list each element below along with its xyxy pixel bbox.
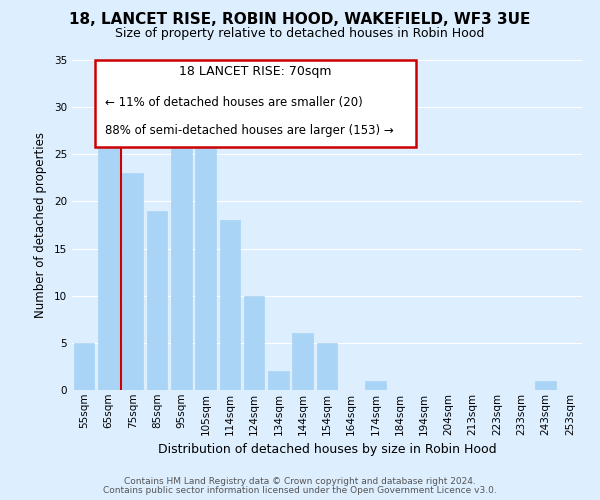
Text: 18 LANCET RISE: 70sqm: 18 LANCET RISE: 70sqm: [179, 65, 332, 78]
Bar: [292, 334, 313, 390]
Bar: [365, 380, 386, 390]
Bar: [98, 126, 119, 390]
Text: Size of property relative to detached houses in Robin Hood: Size of property relative to detached ho…: [115, 28, 485, 40]
Bar: [535, 380, 556, 390]
Bar: [317, 343, 337, 390]
Text: 18, LANCET RISE, ROBIN HOOD, WAKEFIELD, WF3 3UE: 18, LANCET RISE, ROBIN HOOD, WAKEFIELD, …: [70, 12, 530, 28]
Text: 88% of semi-detached houses are larger (153) →: 88% of semi-detached houses are larger (…: [105, 124, 394, 137]
Text: ← 11% of detached houses are smaller (20): ← 11% of detached houses are smaller (20…: [105, 96, 363, 108]
Bar: [195, 126, 216, 390]
X-axis label: Distribution of detached houses by size in Robin Hood: Distribution of detached houses by size …: [158, 443, 496, 456]
Bar: [268, 371, 289, 390]
Text: Contains HM Land Registry data © Crown copyright and database right 2024.: Contains HM Land Registry data © Crown c…: [124, 477, 476, 486]
Bar: [220, 220, 240, 390]
Bar: [146, 211, 167, 390]
Bar: [122, 173, 143, 390]
Bar: [74, 343, 94, 390]
FancyBboxPatch shape: [95, 60, 416, 148]
Text: Contains public sector information licensed under the Open Government Licence v3: Contains public sector information licen…: [103, 486, 497, 495]
Y-axis label: Number of detached properties: Number of detached properties: [34, 132, 47, 318]
Bar: [171, 116, 191, 390]
Bar: [244, 296, 265, 390]
